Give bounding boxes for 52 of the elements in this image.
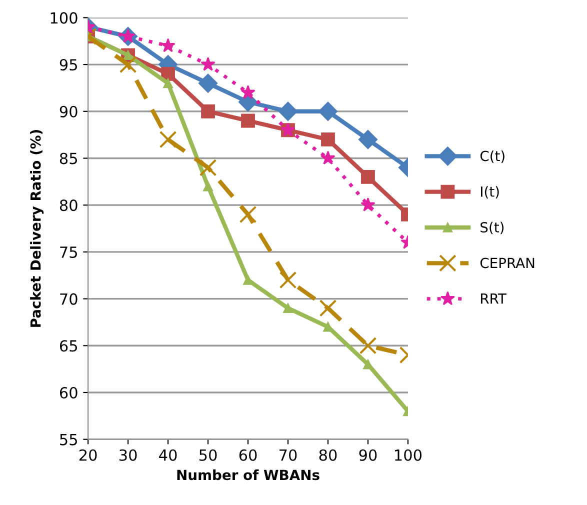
- point: [318, 102, 338, 121]
- point: [278, 102, 298, 121]
- x-tick-label: 100: [395, 449, 422, 461]
- point: [119, 56, 137, 74]
- x-tick-label: 30: [119, 449, 137, 461]
- point: [198, 74, 218, 93]
- y-tick-label: 90: [60, 106, 78, 118]
- point: [241, 114, 255, 128]
- point: [363, 360, 373, 370]
- y-axis-title: Packet Delivery Ratio (%): [30, 130, 44, 327]
- point: [160, 38, 176, 52]
- point: [361, 170, 375, 184]
- point: [279, 271, 297, 289]
- y-tick-label: 70: [60, 293, 78, 305]
- x-tick-label: 20: [79, 449, 97, 461]
- point: [203, 181, 213, 192]
- point: [201, 104, 215, 118]
- point: [358, 130, 378, 150]
- point: [283, 303, 293, 314]
- x-tick-label: 90: [359, 449, 377, 461]
- point: [159, 130, 177, 148]
- point: [360, 197, 376, 212]
- legend-label: CEPRAN: [480, 258, 534, 268]
- legend-label: S(t): [480, 222, 504, 234]
- y-tick-label: 80: [60, 200, 78, 212]
- point: [359, 336, 377, 354]
- point: [243, 275, 253, 285]
- legend-label: I(t): [481, 186, 499, 199]
- legend-label: C(t): [480, 150, 504, 163]
- point: [163, 78, 173, 88]
- y-tick-label: 75: [60, 246, 77, 258]
- x-tick-label: 40: [159, 449, 177, 461]
- y-tick-label: 65: [60, 340, 77, 352]
- point: [199, 158, 217, 176]
- x-tick-label: 60: [239, 449, 257, 461]
- point: [240, 85, 256, 99]
- point: [161, 66, 175, 81]
- y-tick-label: 100: [50, 12, 78, 24]
- x-axis-title: Number of WBANs: [177, 469, 320, 480]
- point: [320, 150, 336, 165]
- point: [200, 56, 216, 71]
- y-tick-label: 85: [60, 152, 77, 164]
- x-tick-label: 70: [280, 449, 297, 461]
- y-tick-label: 55: [60, 434, 77, 446]
- point: [321, 132, 335, 146]
- y-tick-label: 60: [60, 386, 78, 399]
- y-tick-label: 95: [60, 58, 77, 71]
- legend-label: RRT: [481, 294, 506, 304]
- x-tick-label: 80: [319, 449, 337, 461]
- x-tick-label: 50: [199, 449, 217, 461]
- point: [319, 299, 337, 317]
- point: [239, 206, 257, 224]
